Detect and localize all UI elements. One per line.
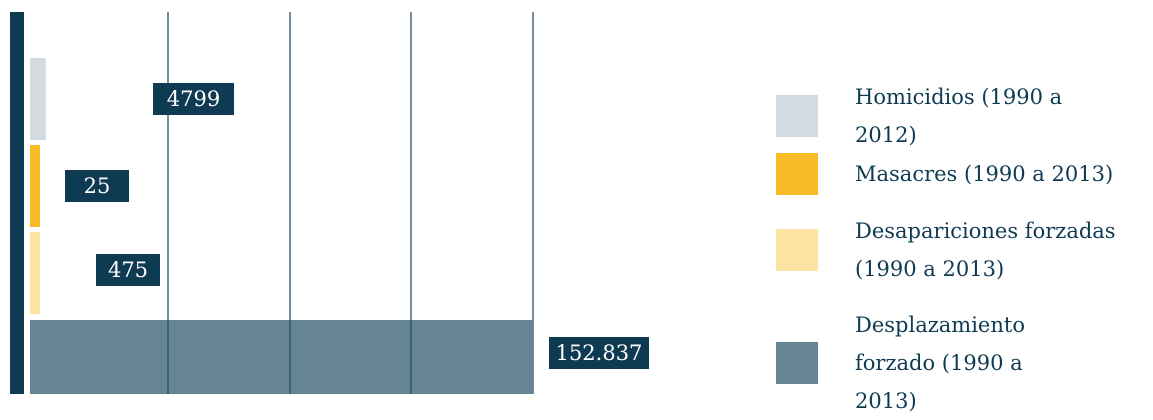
bar-4 — [30, 320, 533, 394]
bar-3 — [30, 232, 40, 314]
legend-label-desapariciones: Desapariciones forzadas (1990 a 2013) — [855, 219, 1116, 281]
bar-2 — [30, 145, 40, 227]
legend-item-homicidios: Homicidios (1990 a 2012) — [776, 78, 1125, 154]
value-label-4: 152.837 — [556, 341, 643, 365]
y-axis-bar — [10, 12, 24, 394]
value-label-box-1 — [153, 83, 234, 115]
legend-label-homicidios: Homicidios (1990 a 2012) — [855, 85, 1063, 147]
value-label-box-4 — [549, 337, 649, 369]
legend-item-desapariciones: Desapariciones forzadas (1990 a 2013) — [776, 212, 1120, 288]
legend-label-desplazamiento: Desplazamiento forzado (1990 a 2013) — [855, 313, 1025, 413]
legend-swatch-desapariciones — [776, 229, 818, 271]
legend-swatch-masacres — [776, 153, 818, 195]
chart: 4799 25 475 152.837 — [10, 12, 649, 394]
legend: Homicidios (1990 a 2012) Masacres (1990 … — [776, 0, 1153, 413]
value-label-box-2 — [65, 170, 129, 202]
value-label-3: 475 — [108, 258, 148, 282]
legend-item-masacres: Masacres (1990 a 2013) — [776, 153, 1125, 195]
value-label-2: 25 — [84, 174, 111, 198]
legend-swatch-homicidios — [776, 95, 818, 137]
value-label-1: 4799 — [167, 87, 220, 111]
bar-1 — [30, 58, 46, 140]
legend-label-masacres: Masacres (1990 a 2013) — [855, 162, 1114, 186]
legend-item-desplazamiento: Desplazamiento forzado (1990 a 2013) — [776, 306, 1085, 420]
value-label-box-3 — [96, 254, 160, 286]
legend-swatch-desplazamiento — [776, 342, 818, 384]
